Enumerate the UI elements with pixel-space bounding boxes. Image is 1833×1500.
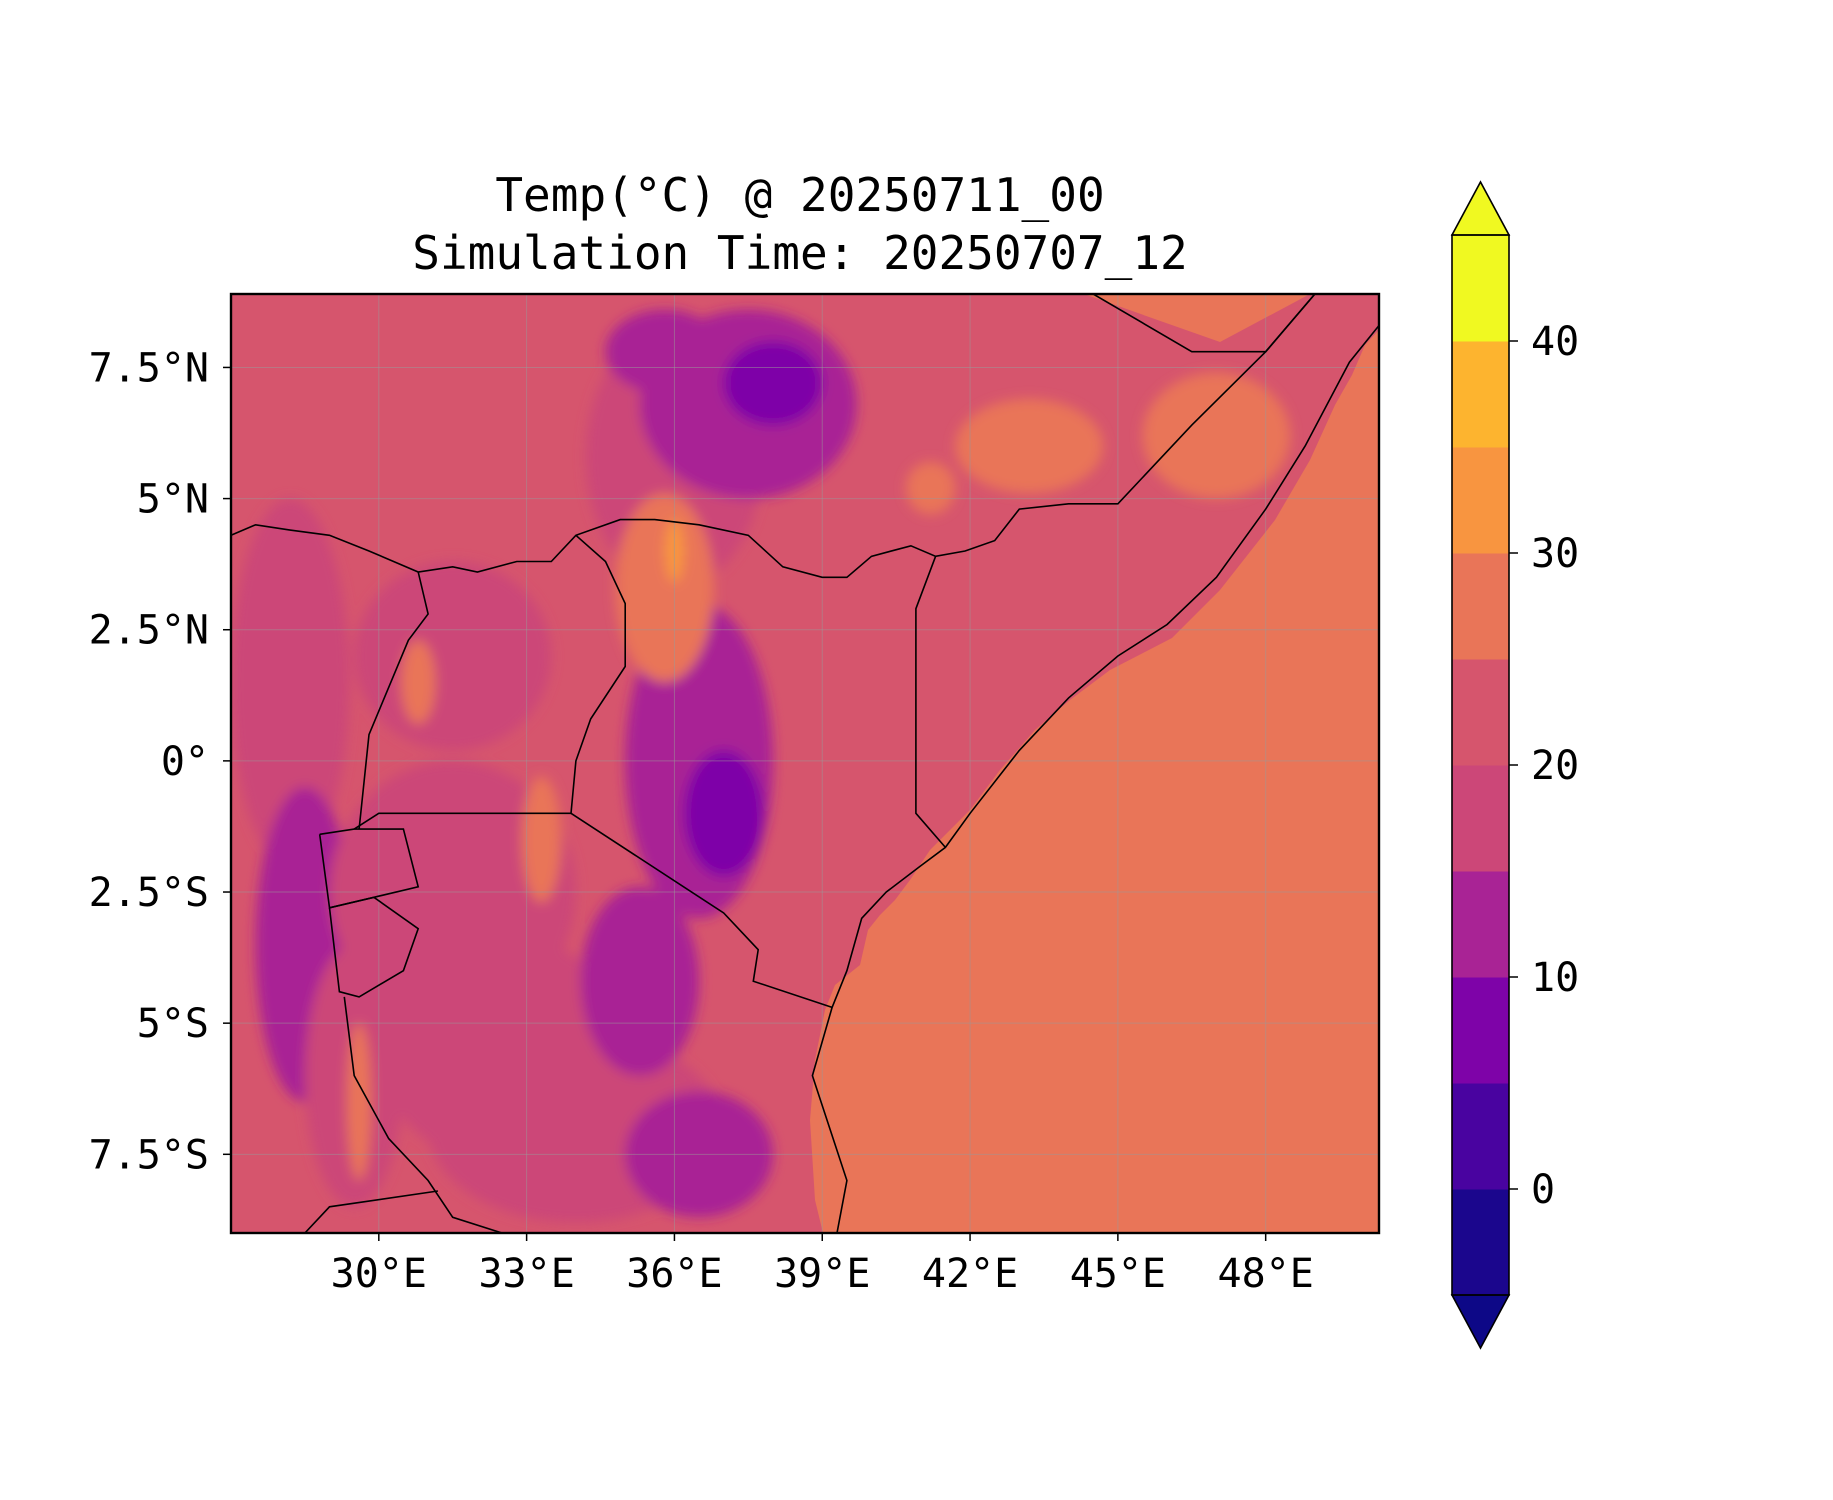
- x-tick-label: 36°E: [626, 1251, 722, 1297]
- colorbar-band: [1452, 341, 1509, 448]
- colorbar-band: [1452, 447, 1509, 554]
- y-tick-label: 2.5°N: [89, 608, 209, 654]
- colorbar-tick-label: 30: [1531, 531, 1579, 577]
- x-axis: 30°E 33°E 36°E 39°E 42°E 45°E 48°E: [331, 1233, 1314, 1297]
- terrain-patch: [723, 341, 823, 426]
- terrain-patch: [521, 776, 562, 903]
- border-line: [831, 324, 1379, 1008]
- y-tick-label: 2.5°S: [89, 870, 209, 916]
- colorbar-band: [1452, 1189, 1509, 1296]
- border-line: [570, 812, 833, 1009]
- colorbar-band: [1452, 977, 1509, 1084]
- terrain-patch: [684, 750, 764, 877]
- colorbar-over-arrow: [1450, 180, 1511, 236]
- border-line: [343, 996, 503, 1233]
- colorbar-tick-label: 0: [1531, 1167, 1555, 1213]
- terrain-patch: [400, 640, 436, 725]
- border-line: [811, 1007, 848, 1233]
- colorbar-under-arrow: [1450, 1294, 1511, 1350]
- y-tick-label: 7.5°S: [89, 1132, 209, 1178]
- x-tick-label: 39°E: [774, 1251, 870, 1297]
- x-tick-label: 42°E: [922, 1251, 1018, 1297]
- colorbar-band: [1452, 871, 1509, 978]
- x-tick-label: 48°E: [1218, 1251, 1314, 1297]
- border-line: [358, 571, 429, 830]
- temperature-field: [231, 294, 1379, 1233]
- border-line: [231, 294, 1316, 579]
- y-axis: 7.5°N 5°N 2.5°N 0° 2.5°S 5°S 7.5°S: [89, 345, 231, 1178]
- map-title-line2: Simulation Time: 20250707_12: [412, 226, 1188, 280]
- terrain-patch: [580, 886, 700, 1076]
- terrain-patch: [231, 498, 350, 866]
- colorbar-band: [1452, 235, 1509, 342]
- y-tick-label: 7.5°N: [89, 345, 209, 391]
- border-line: [915, 556, 947, 848]
- terrain-patch: [605, 309, 724, 394]
- colorbar-tick-label: 10: [1531, 955, 1579, 1001]
- x-tick-label: 30°E: [331, 1251, 427, 1297]
- colorbar-band: [1452, 659, 1509, 766]
- terrain-patch: [615, 493, 714, 683]
- map-title-line1: Temp(°C) @ 20250711_00: [495, 168, 1105, 222]
- y-tick-label: 0°: [161, 739, 209, 785]
- y-tick-label: 5°N: [137, 477, 209, 523]
- colorbar-band: [1452, 765, 1509, 872]
- colorbar-band: [1452, 553, 1509, 660]
- country-borders: [231, 294, 1379, 1233]
- border-line: [304, 1190, 439, 1233]
- map-frame: [229, 292, 1381, 1235]
- gridlines: [231, 294, 1379, 1233]
- terrain-patch: [354, 561, 552, 751]
- border-line: [353, 534, 627, 830]
- x-tick-label: 45°E: [1070, 1251, 1166, 1297]
- y-tick-label: 5°S: [137, 1001, 209, 1047]
- x-tick-label: 33°E: [478, 1251, 574, 1297]
- colorbar: 0 10 20 30 40: [1450, 180, 1579, 1350]
- terrain-patch: [1142, 372, 1291, 499]
- colorbar-tick-label: 20: [1531, 743, 1579, 789]
- colorbar-tick-label: 40: [1531, 319, 1579, 365]
- terrain-patch: [906, 461, 956, 515]
- border-line: [328, 896, 420, 998]
- colorbar-band: [1452, 1083, 1509, 1190]
- border-line: [1092, 294, 1316, 353]
- terrain-patch: [955, 398, 1104, 494]
